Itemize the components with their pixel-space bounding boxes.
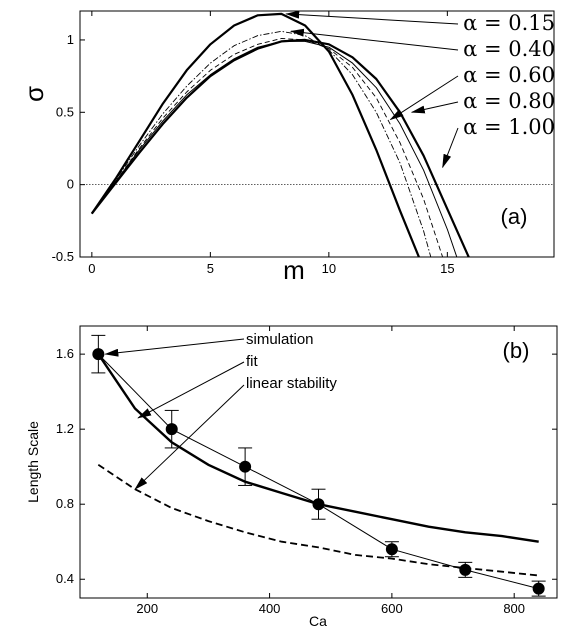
series-0-40 — [91, 30, 432, 258]
legend-label-0-80: α = 0.80 — [463, 89, 555, 113]
panel-b-annotations: simulation fit linear stability — [104, 331, 337, 490]
legend-arrow — [285, 10, 459, 25]
legend-arrow — [410, 101, 459, 114]
panel-a-ylabel: σ — [19, 86, 49, 102]
panel-b-chart: 200 400 600 800 0.4 0.8 1.2 1.6 simulation fit li… — [25, 325, 558, 629]
panel-a-chart: 0 5 10 15 -0.5 0 0.5 1 α = 0.15α = 0.40α = 0.60… — [19, 10, 555, 285]
x-tick-label: 600 — [381, 601, 403, 616]
panel-a-label: (a) — [501, 204, 528, 229]
annotation-arrow — [137, 361, 245, 419]
x-tick-label: 5 — [207, 261, 214, 276]
panel-b-ylabel: Length Scale — [25, 421, 41, 503]
simulation-markers — [91, 334, 546, 597]
annotation-simulation: simulation — [246, 331, 314, 348]
panel-b-label: (b) — [503, 338, 530, 363]
legend-label-0-40: α = 0.40 — [463, 37, 555, 61]
y-tick-label: 0 — [67, 177, 74, 192]
series-0-15 — [90, 12, 420, 258]
x-tick-label: 15 — [440, 261, 454, 276]
alpha-legend: α = 0.15α = 0.40α = 0.60α = 0.80α = 1.00 — [285, 10, 555, 169]
panel-b-frame — [79, 325, 558, 599]
legend-label-0-15: α = 0.15 — [463, 11, 555, 35]
series-0-60 — [91, 38, 444, 258]
y-tick-label: 1.2 — [56, 421, 74, 436]
simulation-point — [92, 348, 105, 361]
y-tick-label: 0.8 — [56, 496, 74, 511]
x-tick-label: 200 — [136, 601, 158, 616]
y-tick-label: 1 — [67, 32, 74, 47]
legend-arrow — [289, 28, 459, 51]
legend-label-1-00: α = 1.00 — [463, 115, 555, 139]
growth-rate-curves — [90, 12, 470, 258]
x-tick-label: 10 — [322, 261, 336, 276]
legend-arrow — [442, 127, 459, 169]
annotation-arrow — [104, 338, 245, 357]
series-0-80 — [91, 40, 458, 258]
panel-b-axes: 200 400 600 800 0.4 0.8 1.2 1.6 — [56, 326, 557, 616]
panel-a-frame — [79, 10, 555, 258]
simulation-point — [165, 423, 178, 436]
simulation-point — [385, 543, 398, 556]
annotation-fit: fit — [246, 353, 259, 370]
simulation-point — [459, 563, 472, 576]
series-linear-stability — [97, 464, 539, 577]
simulation-point — [532, 582, 545, 595]
legend-label-0-60: α = 0.60 — [463, 63, 555, 87]
annotation-linear-stability: linear stability — [246, 375, 337, 392]
y-tick-label: 1.6 — [56, 346, 74, 361]
legend-arrow — [389, 75, 459, 121]
simulation-point — [312, 498, 325, 511]
annotation-arrow — [134, 384, 245, 490]
y-tick-label: 0.5 — [56, 104, 74, 119]
x-tick-label: 400 — [259, 601, 281, 616]
series-1-00 — [90, 38, 470, 258]
panel-b-xlabel: Ca — [309, 613, 327, 629]
x-tick-label: 0 — [88, 261, 95, 276]
y-tick-label: 0.4 — [56, 571, 74, 586]
simulation-point — [239, 460, 252, 473]
y-tick-label: -0.5 — [52, 249, 74, 264]
panel-a-xlabel: m — [283, 255, 305, 285]
x-tick-label: 800 — [503, 601, 525, 616]
panel-a-axes: 0 5 10 15 -0.5 0 0.5 1 — [52, 11, 455, 276]
